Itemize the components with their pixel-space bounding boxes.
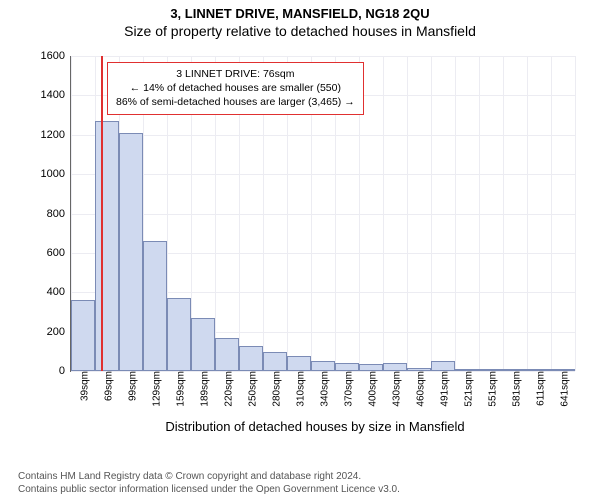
x-tick-label: 400sqm — [364, 371, 379, 407]
histogram-bar — [215, 338, 239, 371]
x-tick-label: 250sqm — [244, 371, 259, 407]
x-tick-label: 641sqm — [556, 371, 571, 407]
property-marker-line — [101, 56, 103, 371]
footer-line-2: Contains public sector information licen… — [18, 483, 400, 496]
histogram-bar — [311, 361, 335, 371]
x-axis-label: Distribution of detached houses by size … — [50, 419, 580, 434]
histogram-bar — [143, 241, 167, 371]
x-tick-label: 129sqm — [148, 371, 163, 407]
histogram-bar — [71, 300, 95, 371]
histogram-bar — [431, 361, 455, 371]
y-tick-label: 600 — [47, 247, 71, 259]
gridline-horizontal — [71, 56, 575, 57]
y-tick-label: 1600 — [41, 50, 71, 62]
x-tick-label: 460sqm — [412, 371, 427, 407]
page-address: 3, LINNET DRIVE, MANSFIELD, NG18 2QU — [0, 0, 600, 21]
histogram-bar — [383, 363, 407, 371]
chart-container: Number of detached properties 0200400600… — [50, 48, 580, 428]
y-tick-label: 1200 — [41, 129, 71, 141]
x-tick-label: 581sqm — [508, 371, 523, 407]
gridline-vertical — [575, 56, 576, 371]
plot-area: 0200400600800100012001400160039sqm69sqm9… — [70, 56, 575, 372]
x-tick-label: 521sqm — [460, 371, 475, 407]
histogram-bar — [335, 363, 359, 371]
x-tick-label: 159sqm — [172, 371, 187, 407]
histogram-bar — [359, 364, 383, 371]
histogram-bar — [239, 346, 263, 371]
histogram-bar — [167, 298, 191, 371]
y-tick-label: 1000 — [41, 168, 71, 180]
histogram-bar — [287, 356, 311, 371]
histogram-bar — [119, 133, 143, 371]
x-tick-label: 611sqm — [532, 371, 547, 406]
histogram-bar — [95, 121, 119, 371]
x-tick-label: 220sqm — [220, 371, 235, 407]
histogram-bar — [263, 352, 287, 371]
infobox: 3 LINNET DRIVE: 76sqm← 14% of detached h… — [107, 62, 364, 115]
histogram-bar — [191, 318, 215, 371]
x-tick-label: 99sqm — [124, 371, 139, 401]
x-tick-label: 280sqm — [268, 371, 283, 407]
infobox-line: ← 14% of detached houses are smaller (55… — [116, 81, 355, 95]
y-tick-label: 200 — [47, 326, 71, 338]
x-tick-label: 39sqm — [76, 371, 91, 401]
y-tick-label: 800 — [47, 208, 71, 220]
x-tick-label: 189sqm — [196, 371, 211, 407]
gridline-horizontal — [71, 174, 575, 175]
x-tick-label: 551sqm — [484, 371, 499, 407]
gridline-horizontal — [71, 135, 575, 136]
x-tick-label: 69sqm — [100, 371, 115, 401]
x-tick-label: 310sqm — [292, 371, 307, 407]
x-tick-label: 491sqm — [436, 371, 451, 407]
x-tick-label: 370sqm — [340, 371, 355, 407]
y-tick-label: 0 — [59, 365, 71, 377]
x-tick-label: 340sqm — [316, 371, 331, 407]
gridline-horizontal — [71, 214, 575, 215]
y-tick-label: 1400 — [41, 89, 71, 101]
x-tick-label: 430sqm — [388, 371, 403, 407]
page-subtitle: Size of property relative to detached ho… — [0, 21, 600, 39]
y-tick-label: 400 — [47, 286, 71, 298]
infobox-line: 3 LINNET DRIVE: 76sqm — [116, 67, 355, 81]
footer-attribution: Contains HM Land Registry data © Crown c… — [18, 470, 400, 496]
infobox-line: 86% of semi-detached houses are larger (… — [116, 95, 355, 109]
footer-line-1: Contains HM Land Registry data © Crown c… — [18, 470, 400, 483]
